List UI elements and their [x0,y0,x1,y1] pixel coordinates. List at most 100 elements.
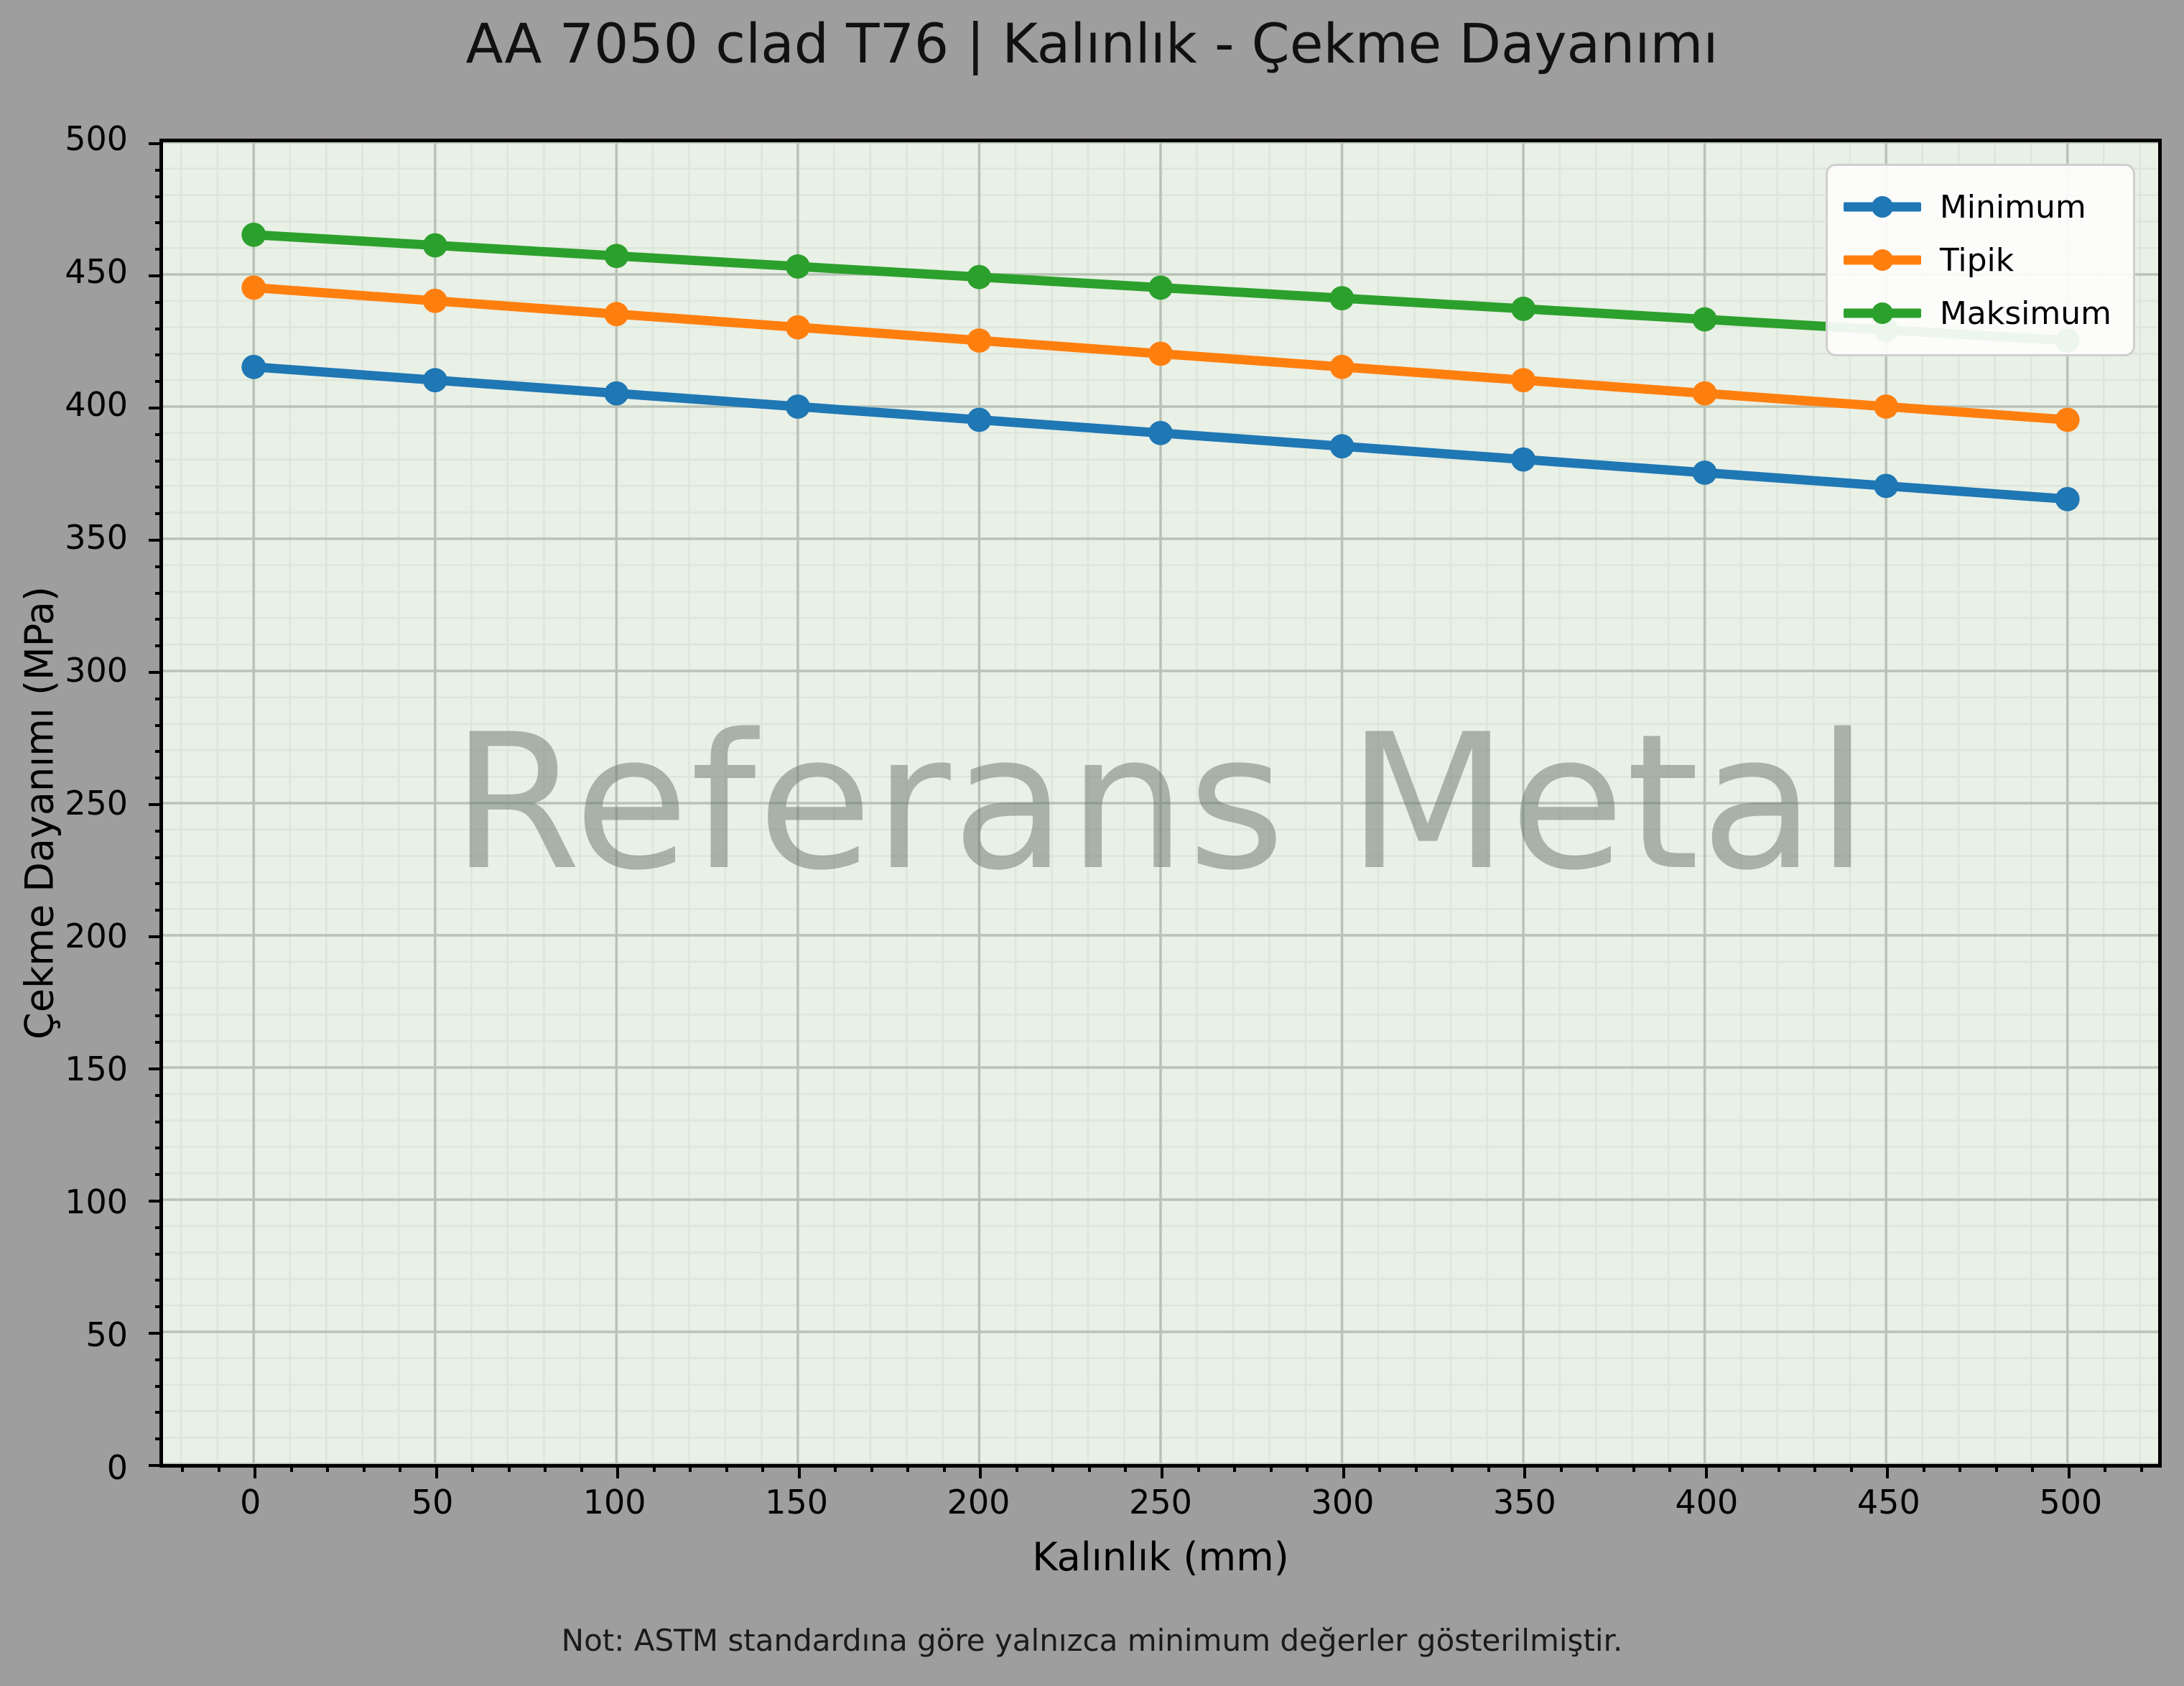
x-tick-minor [1632,1464,1635,1472]
x-tick-minor [471,1464,475,1472]
y-tick-minor [155,909,163,912]
legend-label: Tipik [1939,241,2015,279]
x-tick-minor [1849,1464,1853,1472]
y-tick-label: 250 [65,784,128,823]
y-tick-minor [155,300,163,304]
chart-legend[interactable]: Minimum Tipik Maksimum [1825,164,2135,356]
data-point-marker [785,254,810,279]
legend-dot-icon [1871,249,1893,271]
y-tick-minor [155,591,163,595]
x-tick-minor [544,1464,547,1472]
y-tick-minor [155,723,163,727]
y-tick-minor [155,1173,163,1177]
x-tick-label: 50 [411,1483,454,1521]
y-tick-major [149,142,163,145]
series-layer [241,222,2080,511]
y-tick-minor [155,644,163,648]
x-tick-minor [289,1464,293,1472]
data-point-marker [1148,420,1173,445]
data-point-marker [1329,286,1354,311]
y-axis-title: Çekme Dayanımı (MPa) [17,586,62,1039]
x-tick-label: 500 [2039,1483,2103,1521]
data-point-marker [604,302,629,327]
y-tick-minor [155,777,163,780]
y-tick-label: 450 [65,252,128,291]
x-tick-minor [1051,1464,1055,1472]
y-tick-minor [155,1305,163,1309]
x-tick-minor [1922,1464,1925,1472]
data-point-marker [1692,307,1717,332]
data-point-marker [1692,381,1717,406]
data-point-marker [1511,368,1536,393]
data-point-marker [241,222,266,247]
y-tick-major [149,1464,163,1467]
y-axis-tick-labels: 0 50 100 150 200 250 300 350 400 450 500 [0,119,128,1487]
y-tick-minor [155,856,163,859]
data-point-marker [604,381,629,406]
legend-item[interactable]: Maksimum [1843,287,2111,340]
data-point-marker [1329,434,1354,459]
x-tick-major [797,1464,801,1478]
x-tick-major [979,1464,982,1478]
x-tick-minor [1958,1464,1962,1472]
y-tick-major [149,1067,163,1070]
y-tick-minor [155,1437,163,1441]
legend-item[interactable]: Minimum [1843,180,2111,233]
y-tick-minor [155,1147,163,1150]
y-tick-minor [155,1411,163,1414]
data-point-marker [1874,473,1899,499]
figure-note: Not: ASTM standardına göre yalnızca mini… [561,1623,1623,1658]
x-tick-minor [1269,1464,1273,1472]
x-tick-minor [326,1464,330,1472]
data-point-marker [1511,296,1536,321]
y-tick-label: 150 [65,1050,128,1088]
x-tick-minor [399,1464,402,1472]
x-tick-minor [1451,1464,1454,1472]
y-tick-minor [155,1014,163,1018]
y-tick-major [149,803,163,806]
x-tick-label: 450 [1857,1483,1920,1521]
data-point-marker [604,244,629,269]
y-tick-minor [155,168,163,172]
x-tick-minor [870,1464,873,1472]
y-tick-minor [155,882,163,886]
data-point-marker [241,275,266,300]
x-tick-major [1342,1464,1345,1478]
x-tick-minor [1124,1464,1128,1472]
x-tick-minor [217,1464,220,1472]
x-tick-minor [761,1464,765,1472]
y-tick-label: 0 [106,1448,128,1487]
y-tick-minor [155,512,163,516]
x-tick-minor [1015,1464,1018,1472]
data-point-marker [1148,275,1173,300]
legend-swatch-icon [1843,302,1921,324]
x-tick-minor [1668,1464,1672,1472]
data-point-marker [967,264,992,290]
y-tick-minor [155,961,163,965]
y-tick-label: 50 [85,1315,128,1354]
data-point-marker [1511,447,1536,472]
y-tick-major [149,539,163,542]
x-tick-label: 200 [947,1483,1010,1521]
x-tick-major [1523,1464,1527,1478]
y-tick-minor [155,1226,163,1229]
y-tick-minor [155,565,163,568]
x-tick-minor [1559,1464,1563,1472]
data-point-marker [422,288,447,313]
data-point-marker [1329,354,1354,379]
x-tick-minor [1233,1464,1237,1472]
x-tick-major [254,1464,257,1478]
legend-item[interactable]: Tipik [1843,233,2111,287]
y-tick-minor [155,697,163,700]
y-tick-minor [155,380,163,384]
legend-dot-icon [1871,302,1893,324]
legend-swatch-icon [1843,249,1921,271]
x-tick-minor [1414,1464,1418,1472]
y-tick-minor [155,195,163,198]
y-tick-minor [155,618,163,621]
data-point-marker [967,407,992,432]
y-tick-minor [155,221,163,225]
x-tick-minor [1487,1464,1490,1472]
y-tick-minor [155,1358,163,1361]
y-tick-minor [155,432,163,436]
